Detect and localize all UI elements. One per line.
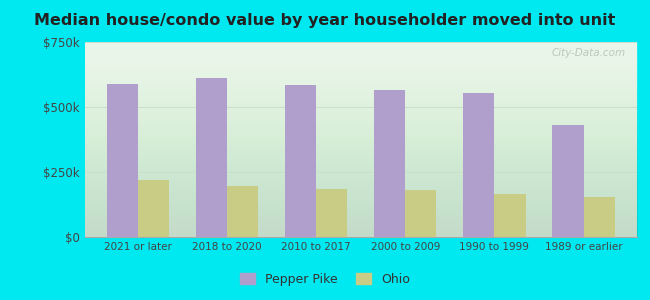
Bar [107, 84, 138, 237]
Bar [138, 180, 169, 237]
Bar [552, 125, 584, 237]
Legend: Pepper Pike, Ohio: Pepper Pike, Ohio [235, 268, 415, 291]
Bar [495, 194, 526, 237]
Bar [316, 189, 347, 237]
Bar [374, 90, 406, 237]
Bar [463, 93, 495, 237]
Bar [285, 85, 316, 237]
Bar [196, 78, 227, 237]
Bar [406, 190, 437, 237]
Text: City-Data.com: City-Data.com [552, 48, 626, 58]
Bar [584, 197, 615, 237]
Text: Median house/condo value by year householder moved into unit: Median house/condo value by year househo… [34, 14, 616, 28]
Bar [227, 186, 258, 237]
